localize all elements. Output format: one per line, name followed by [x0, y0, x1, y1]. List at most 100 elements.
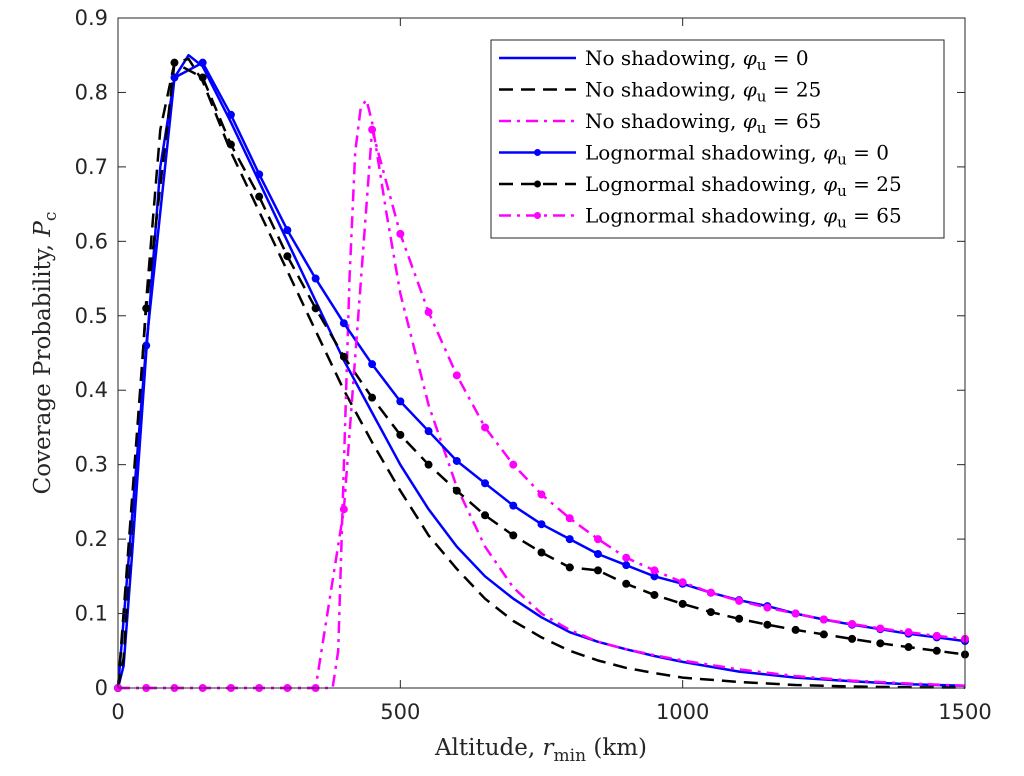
data-point	[678, 599, 687, 608]
data-point	[198, 73, 207, 82]
data-point	[904, 643, 913, 652]
data-point	[509, 460, 518, 469]
data-point	[255, 192, 264, 201]
data-point	[368, 360, 377, 369]
legend-box	[490, 39, 945, 239]
data-point	[622, 553, 631, 562]
data-point	[706, 608, 715, 617]
y-axis-title: Coverage Probability, Pc	[30, 212, 61, 495]
legend-entry: Lognormal shadowing, φu = 65	[499, 204, 902, 232]
data-point	[481, 479, 490, 488]
y-tick-label: 0.9	[75, 6, 108, 30]
data-point	[339, 505, 348, 514]
data-point	[255, 170, 264, 179]
data-point	[678, 578, 687, 587]
x-tick-label: 1000	[656, 700, 709, 724]
data-point	[339, 352, 348, 361]
data-point	[622, 579, 631, 588]
y-tick-label: 0.4	[75, 378, 108, 402]
data-point	[481, 423, 490, 432]
legend-marker	[534, 212, 541, 219]
legend-label: Lognormal shadowing, φu = 0	[585, 141, 889, 169]
x-tick-label: 1500	[938, 700, 991, 724]
data-point	[763, 620, 772, 629]
data-point	[932, 646, 941, 655]
data-point	[565, 535, 574, 544]
x-tick-label: 500	[380, 700, 420, 724]
data-point	[593, 550, 602, 558]
data-point	[311, 304, 320, 313]
data-point	[848, 634, 857, 643]
data-point	[735, 596, 744, 605]
data-point	[339, 319, 348, 328]
data-point	[593, 535, 602, 544]
legend-label: No shadowing, φu = 65	[585, 109, 821, 137]
data-point	[791, 625, 800, 634]
data-point	[763, 603, 772, 612]
data-point	[848, 619, 857, 628]
data-point	[537, 548, 546, 557]
data-point	[311, 274, 320, 283]
data-point	[396, 397, 405, 406]
data-point	[283, 226, 292, 235]
data-point	[226, 110, 235, 119]
legend-label: No shadowing, φu = 0	[585, 46, 809, 74]
data-point	[876, 639, 885, 648]
y-tick-label: 0.7	[75, 155, 108, 179]
data-point	[396, 229, 405, 238]
data-point	[904, 628, 913, 637]
data-point	[283, 252, 292, 261]
data-point	[791, 609, 800, 618]
data-point	[932, 631, 941, 640]
data-point	[706, 588, 715, 597]
y-tick-label: 0.2	[75, 527, 108, 551]
data-point	[819, 630, 828, 639]
plot-frame	[117, 17, 966, 689]
x-axis-title: Altitude, rmin (km)	[434, 735, 647, 766]
data-point	[622, 561, 631, 570]
ticks-layer: 0 500 1000 1500 0 0.1 0.2 0.3 0.4 0.5 0.6 0.7 0.8 0.9	[75, 6, 992, 724]
legend-label: Lognormal shadowing, φu = 65	[585, 204, 902, 232]
y-tick-label: 0.8	[75, 80, 108, 104]
y-tick-label: 0	[95, 676, 108, 700]
data-point	[368, 393, 377, 402]
data-point	[537, 520, 546, 529]
data-point	[170, 73, 179, 82]
data-point	[565, 563, 574, 572]
y-tick-label: 0.5	[75, 304, 108, 328]
data-point	[452, 371, 461, 380]
data-point	[142, 304, 151, 313]
y-tick-label: 0.6	[75, 229, 108, 253]
data-point	[368, 125, 377, 134]
data-point	[424, 460, 433, 469]
data-point	[509, 531, 518, 540]
legend-label: No shadowing, φu = 25	[585, 78, 821, 106]
data-point	[452, 456, 461, 465]
data-point	[537, 490, 546, 499]
legend-label: Lognormal shadowing, φu = 25	[585, 172, 902, 200]
data-point	[509, 501, 518, 510]
data-point	[424, 308, 433, 317]
data-point	[424, 427, 433, 436]
data-point	[452, 486, 461, 495]
legend: No shadowing, φu = 0 No shadowing, φu = 2…	[490, 39, 945, 239]
legend-entry: No shadowing, φu = 0	[499, 46, 809, 74]
legend-marker	[534, 180, 541, 188]
data-point	[876, 624, 885, 633]
data-point	[481, 511, 490, 520]
y-tick-label: 0.1	[75, 602, 108, 626]
legend-entry: No shadowing, φu = 25	[499, 78, 821, 106]
data-point	[198, 58, 207, 67]
legend-entry: Lognormal shadowing, φu = 25	[499, 172, 902, 200]
legend-marker	[534, 149, 541, 156]
y-tick-label: 0.3	[75, 453, 108, 477]
data-point	[735, 614, 744, 623]
data-point	[226, 140, 235, 149]
legend-entry: No shadowing, φu = 65	[499, 109, 821, 137]
data-point	[396, 430, 405, 439]
data-point	[170, 58, 179, 67]
data-point	[650, 590, 659, 599]
legend-entry: Lognormal shadowing, φu = 0	[499, 141, 889, 169]
data-point	[565, 514, 574, 523]
